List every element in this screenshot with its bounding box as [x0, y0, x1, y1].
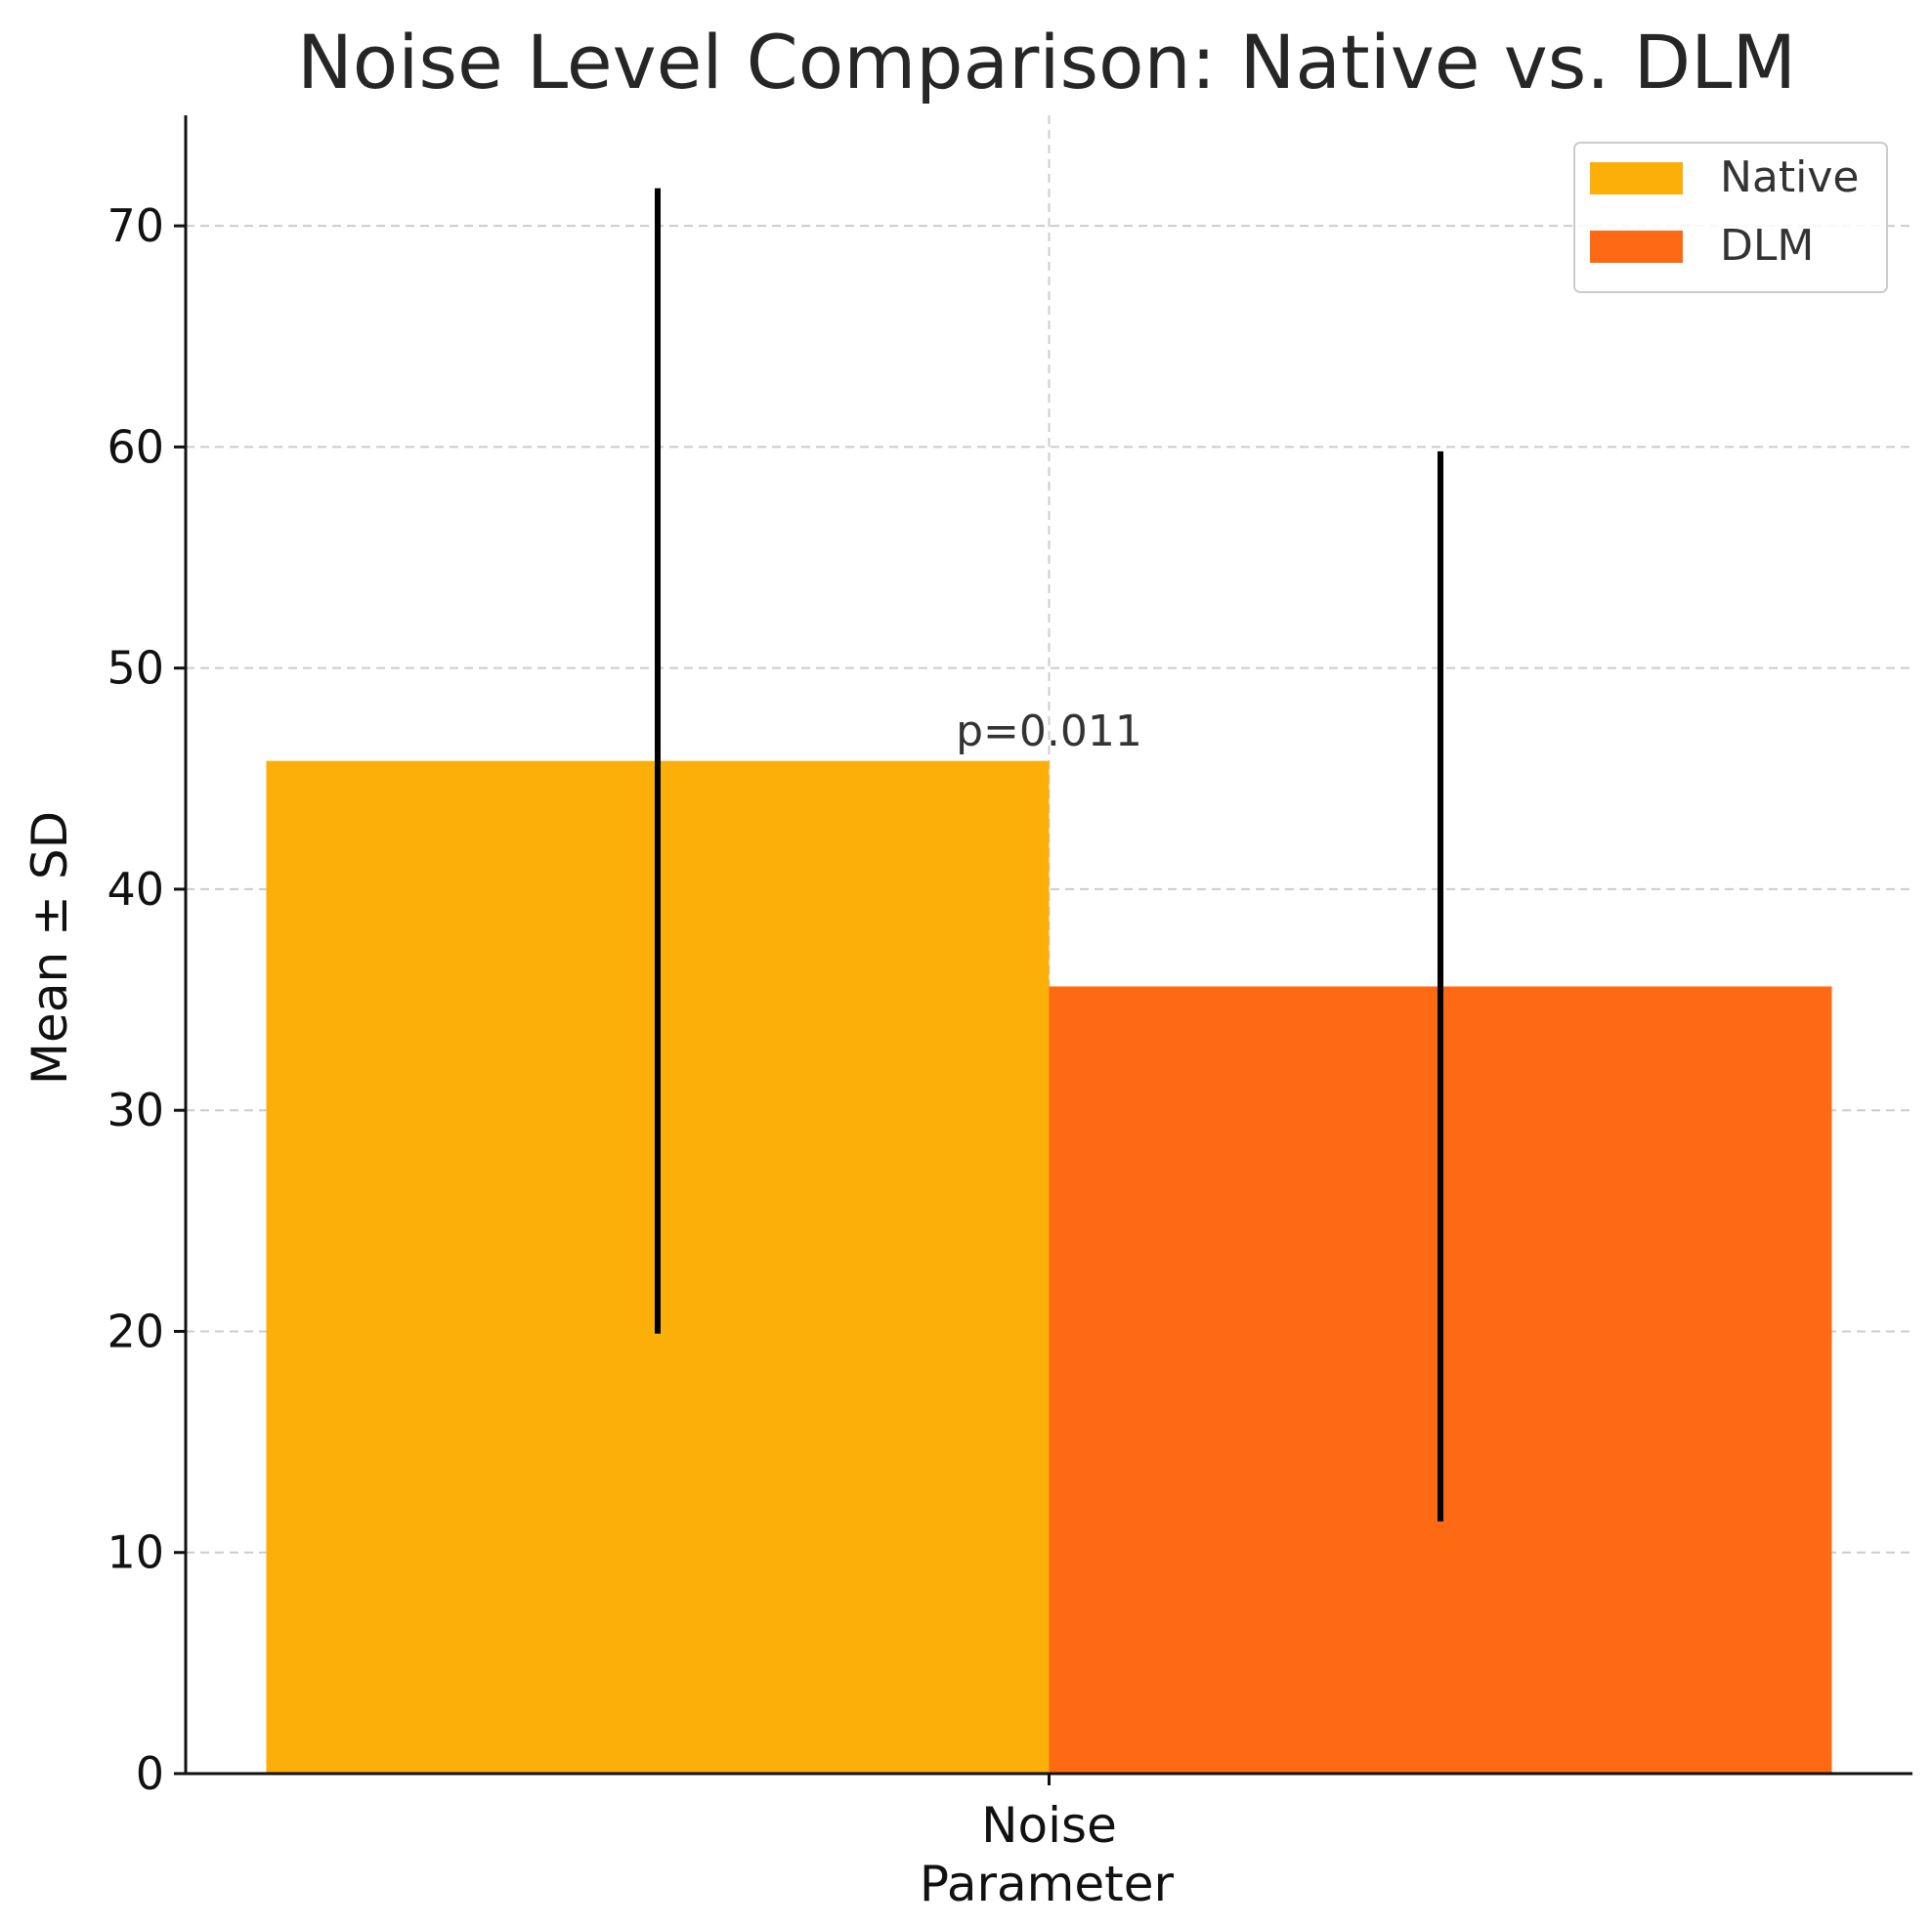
y-tick-label: 60 — [107, 420, 164, 473]
y-tick-label: 70 — [107, 199, 164, 252]
y-tick-label: 10 — [107, 1526, 164, 1579]
legend-label-dlm: DLM — [1720, 221, 1814, 271]
legend-label-native: Native — [1720, 152, 1859, 202]
y-tick-label: 50 — [107, 642, 164, 695]
x-axis-label: Parameter — [920, 1856, 1175, 1912]
annotations: p=0.011 — [956, 707, 1142, 756]
bars — [266, 760, 1832, 1774]
x-tick-label: Noise — [981, 1797, 1117, 1854]
y-tick-label: 30 — [107, 1084, 164, 1136]
legend: Native DLM — [1573, 142, 1888, 293]
p-value-annotation: p=0.011 — [956, 707, 1142, 756]
y-ticks: 0 10 20 30 40 50 60 70 — [107, 199, 186, 1800]
y-tick-label: 20 — [107, 1305, 164, 1357]
error-bars — [655, 188, 1443, 1522]
y-tick-label: 0 — [136, 1747, 164, 1800]
legend-swatch-dlm — [1590, 231, 1683, 263]
chart-title: Noise Level Comparison: Native vs. DLM — [297, 19, 1796, 106]
x-ticks: Noise — [981, 1774, 1117, 1854]
legend-swatch-native — [1590, 162, 1683, 194]
y-axis-label: Mean ± SD — [21, 811, 78, 1085]
y-tick-label: 40 — [107, 863, 164, 916]
